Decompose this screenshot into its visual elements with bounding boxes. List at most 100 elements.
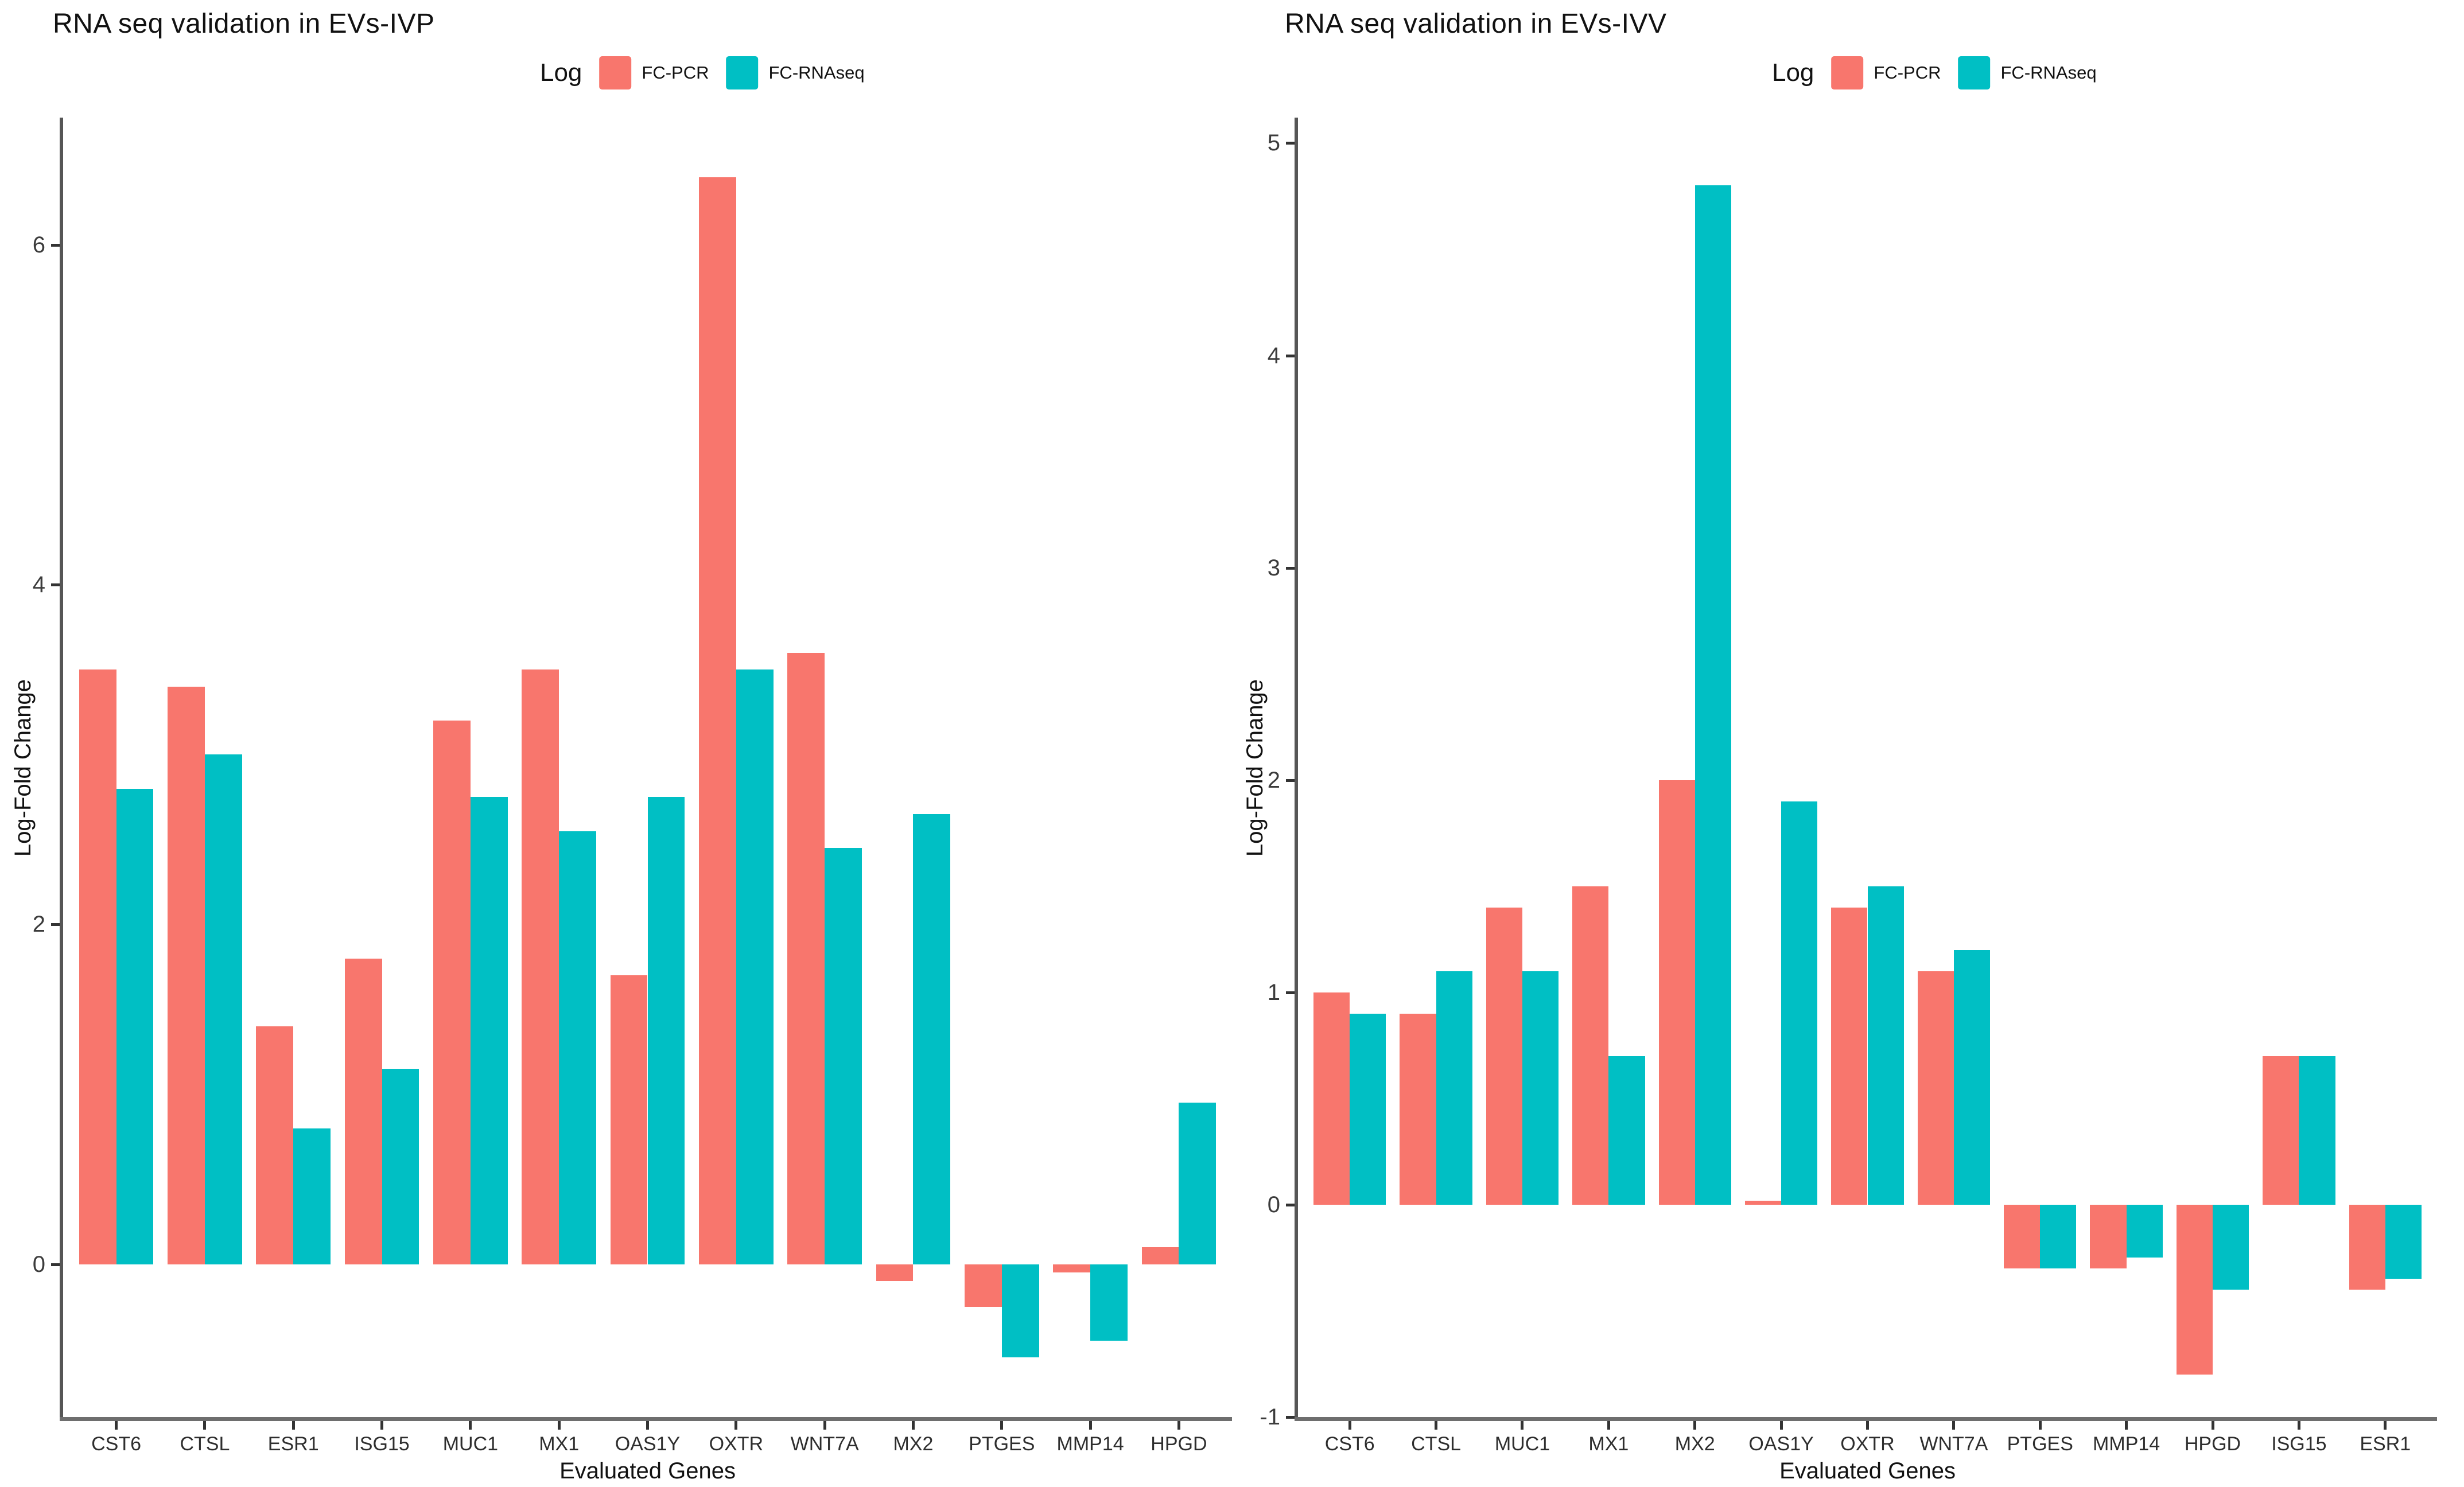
x-axis-line — [60, 1417, 1232, 1421]
y-tick — [1286, 566, 1295, 570]
bar-fc-pcr-mx2 — [876, 1264, 914, 1282]
category-label-hpgd: HPGD — [2184, 1433, 2241, 1455]
y-axis-title: Log-Fold Change — [10, 679, 36, 857]
category-label-oas1y: OAS1Y — [1748, 1433, 1814, 1455]
y-tick — [51, 923, 60, 927]
chart-evs-ivv: RNA seq validation in EVs-IVV Log FC-PCR… — [1232, 0, 2464, 1487]
category-label-ptges: PTGES — [969, 1433, 1035, 1455]
x-tick — [911, 1421, 915, 1430]
y-tick — [51, 1263, 60, 1266]
bar-fc-rnaseq-wnt7a — [825, 848, 862, 1264]
bar-fc-pcr-ctsl — [1400, 1013, 1436, 1205]
bar-fc-rnaseq-mmp14 — [2126, 1204, 2163, 1258]
x-tick — [1089, 1421, 1092, 1430]
x-axis-title: Evaluated Genes — [1779, 1458, 1956, 1484]
bar-fc-pcr-hpgd — [2176, 1204, 2213, 1375]
x-tick — [203, 1421, 207, 1430]
bar-fc-rnaseq-esr1 — [293, 1128, 331, 1264]
legend-swatch-fc-rnaseq — [726, 56, 759, 89]
y-tick — [51, 244, 60, 247]
x-tick — [115, 1421, 118, 1430]
y-tick-label: 2 — [1267, 767, 1280, 793]
bar-fc-pcr-cst6 — [79, 669, 116, 1264]
category-label-mx2: MX2 — [1674, 1433, 1715, 1455]
bar-fc-pcr-ctsl — [168, 686, 205, 1264]
y-axis-line — [60, 118, 63, 1421]
category-label-oxtr: OXTR — [709, 1433, 764, 1455]
bar-fc-pcr-cst6 — [1313, 992, 1350, 1205]
bar-fc-pcr-mx1 — [1572, 886, 1609, 1205]
x-tick — [1607, 1421, 1610, 1430]
legend: Log FC-PCR FC-RNAseq — [1772, 56, 2097, 89]
bar-fc-pcr-mx1 — [522, 669, 559, 1264]
category-label-mx1: MX1 — [1588, 1433, 1629, 1455]
y-tick-label: 2 — [32, 912, 45, 937]
bar-fc-rnaseq-ptges — [1001, 1264, 1039, 1358]
category-label-muc1: MUC1 — [1494, 1433, 1550, 1455]
bar-fc-rnaseq-oas1y — [1781, 801, 1818, 1205]
x-tick — [1000, 1421, 1004, 1430]
y-tick — [1286, 1203, 1295, 1206]
x-tick — [1952, 1421, 1956, 1430]
y-tick-label: 5 — [1267, 130, 1280, 156]
bar-fc-pcr-oxtr — [1831, 907, 1868, 1205]
category-label-muc1: MUC1 — [442, 1433, 499, 1455]
x-tick — [2038, 1421, 2042, 1430]
bar-fc-pcr-esr1 — [2349, 1204, 2385, 1290]
x-tick — [1435, 1421, 1438, 1430]
chart-title: RNA seq validation in EVs-IVP — [53, 9, 435, 39]
bar-fc-rnaseq-mx2 — [913, 813, 951, 1264]
bar-fc-rnaseq-oxtr — [736, 669, 774, 1264]
y-tick-label: 3 — [1267, 555, 1280, 581]
y-tick — [1286, 354, 1295, 357]
x-tick — [1693, 1421, 1697, 1430]
category-label-ctsl: CTSL — [1411, 1433, 1462, 1455]
x-tick — [646, 1421, 649, 1430]
category-label-hpgd: HPGD — [1151, 1433, 1207, 1455]
category-label-isg15: ISG15 — [2271, 1433, 2327, 1455]
y-tick — [1286, 1416, 1295, 1419]
chart-title: RNA seq validation in EVs-IVV — [1285, 9, 1667, 39]
bar-fc-rnaseq-mx1 — [1608, 1056, 1645, 1205]
x-tick — [1779, 1421, 1783, 1430]
legend-entry-fc-rnaseq: FC-RNAseq — [726, 56, 865, 89]
bar-fc-pcr-mmp14 — [2090, 1204, 2127, 1268]
category-label-wnt7a: WNT7A — [790, 1433, 859, 1455]
bar-fc-pcr-muc1 — [433, 721, 471, 1264]
bar-fc-pcr-isg15 — [344, 958, 382, 1264]
y-tick-label: 0 — [1267, 1192, 1280, 1217]
bar-fc-pcr-muc1 — [1486, 907, 1522, 1205]
y-tick — [1286, 142, 1295, 145]
x-tick — [1177, 1421, 1180, 1430]
x-axis-line — [1295, 1417, 2437, 1421]
bar-fc-pcr-wnt7a — [787, 652, 825, 1264]
bar-fc-rnaseq-isg15 — [2299, 1056, 2335, 1205]
bar-fc-rnaseq-oxtr — [1867, 886, 1904, 1205]
x-tick — [2125, 1421, 2128, 1430]
legend-label-fc-pcr: FC-PCR — [642, 63, 709, 83]
category-label-esr1: ESR1 — [2360, 1433, 2411, 1455]
category-label-isg15: ISG15 — [354, 1433, 410, 1455]
category-label-esr1: ESR1 — [267, 1433, 319, 1455]
y-tick — [1286, 991, 1295, 994]
legend-entry-fc-pcr: FC-PCR — [599, 56, 709, 89]
legend-label-fc-rnaseq: FC-RNAseq — [768, 63, 865, 83]
category-label-ctsl: CTSL — [180, 1433, 230, 1455]
bar-fc-rnaseq-mx2 — [1695, 185, 1731, 1205]
bar-fc-pcr-mmp14 — [1053, 1264, 1091, 1273]
y-tick — [1286, 778, 1295, 782]
bar-fc-pcr-ptges — [2004, 1204, 2041, 1268]
x-tick — [469, 1421, 472, 1430]
bar-fc-rnaseq-muc1 — [470, 797, 508, 1264]
y-tick-label: 0 — [32, 1251, 45, 1277]
legend-swatch-fc-rnaseq — [1958, 56, 1991, 89]
x-tick — [2211, 1421, 2214, 1430]
category-label-oas1y: OAS1Y — [615, 1433, 681, 1455]
bar-fc-pcr-hpgd — [1141, 1247, 1179, 1264]
chart-evs-ivp: RNA seq validation in EVs-IVP Log FC-PCR… — [10, 9, 1232, 1484]
x-tick — [292, 1421, 295, 1430]
bar-fc-pcr-ptges — [964, 1264, 1002, 1307]
bar-fc-rnaseq-wnt7a — [1953, 949, 1991, 1205]
x-tick — [734, 1421, 738, 1430]
bar-fc-rnaseq-isg15 — [382, 1069, 419, 1264]
